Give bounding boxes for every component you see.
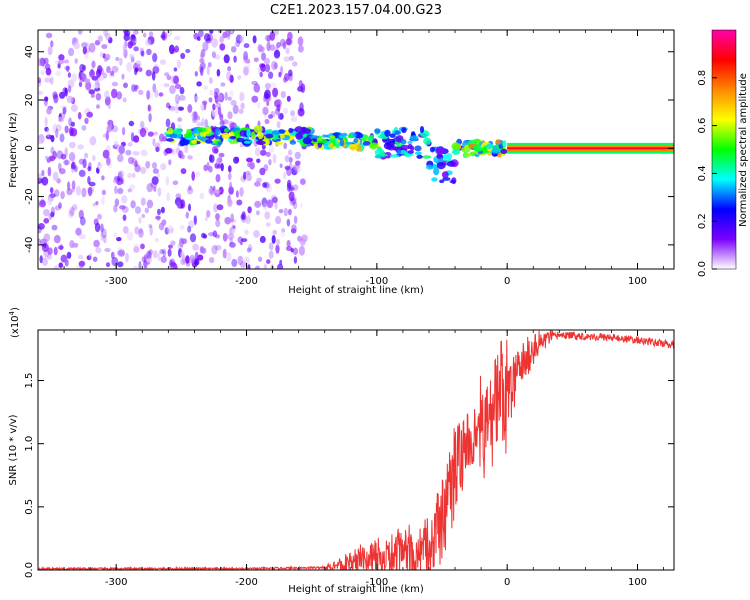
- colorbar-tick-label: 0.2: [697, 213, 708, 229]
- y-tick-label: -40: [24, 237, 35, 253]
- colorbar-gradient: [711, 29, 737, 270]
- snr-panel: -300 -200 -100 0 100 0.0 0.5 1.0 1.5 Height of s…: [8, 307, 675, 595]
- snr-ticks: -300 -200 -100 0 100 0.0 0.5 1.0 1.5: [24, 330, 674, 588]
- spectrogram-ylabel: Frequency (Hz): [8, 112, 19, 188]
- x-tick-label: 100: [628, 276, 647, 287]
- x-tick-label: -300: [105, 276, 128, 287]
- colorbar-tick-label: 0.0: [697, 261, 708, 277]
- y-tick-label: 0.5: [24, 499, 35, 515]
- colorbar-ticks: 0.0 0.2 0.4 0.6 0.8: [697, 70, 717, 277]
- heatmap-region: [309, 131, 380, 152]
- y-tick-label: 1.5: [24, 373, 35, 389]
- colorbar-tick-label: 0.8: [697, 70, 708, 86]
- colorbar-tick-label: 0.6: [697, 118, 708, 134]
- snr-xlabel: Height of straight line (km): [288, 584, 424, 595]
- x-tick-label: -200: [235, 577, 258, 588]
- x-tick-label: -100: [366, 577, 389, 588]
- colorbar-label: Normalized spectral amplitude: [738, 73, 749, 227]
- x-tick-label: -300: [105, 577, 128, 588]
- colorbar: 0.0 0.2 0.4 0.6 0.8 Normalized spectral ampl…: [697, 29, 749, 277]
- multiplier-close: ): [10, 307, 21, 311]
- heatmap-region: [507, 142, 674, 154]
- y-tick-label: 20: [24, 94, 35, 107]
- spectrogram-xlabel: Height of straight line (km): [288, 285, 424, 296]
- heatmap-layer: [38, 30, 674, 269]
- snr-line: [38, 330, 674, 570]
- x-tick-label: -100: [366, 276, 389, 287]
- y-tick-label: 40: [24, 45, 35, 58]
- snr-multiplier: (x104): [8, 307, 21, 338]
- heatmap-region: [374, 126, 432, 160]
- snr-ylabel: SNR (10 * v/v): [8, 414, 19, 485]
- multiplier-exp: 4: [8, 310, 16, 315]
- x-tick-label: -200: [235, 276, 258, 287]
- x-tick-label: 100: [628, 577, 647, 588]
- y-tick-label: -20: [24, 188, 35, 204]
- y-tick-label: 0.0: [24, 562, 35, 578]
- snr-frame: [37, 329, 675, 571]
- figure-title: C2E1.2023.157.04.00.G23: [270, 3, 442, 18]
- x-tick-label: 0: [504, 276, 510, 287]
- heatmap-region: [426, 146, 459, 185]
- spectrogram-frame: [37, 29, 675, 270]
- svg-text:(x104): (x104): [8, 307, 21, 338]
- heatmap-region: [451, 138, 510, 159]
- heatmap-region: [163, 125, 315, 147]
- multiplier-base: (x10: [10, 315, 21, 338]
- heatmap-region: [38, 30, 308, 269]
- y-tick-label: 0: [24, 145, 35, 151]
- y-tick-label: 1.0: [24, 436, 35, 452]
- colorbar-tick-label: 0.4: [697, 165, 708, 181]
- x-tick-label: 0: [504, 577, 510, 588]
